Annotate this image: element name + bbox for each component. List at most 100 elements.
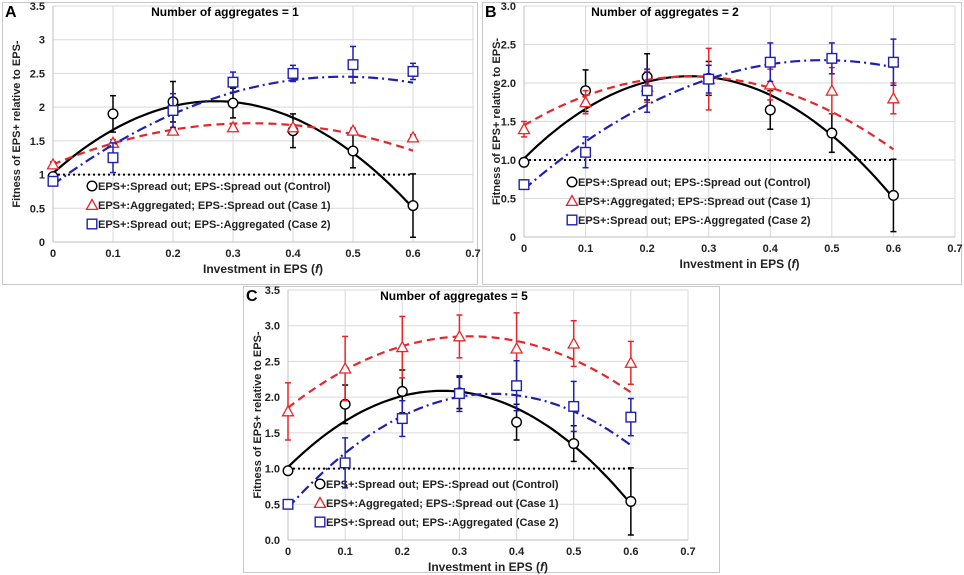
panel-c-series-triangle	[281, 312, 638, 441]
panel-c-data-point-circle	[511, 416, 523, 428]
panel-a-y-tick-label: 0	[39, 237, 45, 249]
panel-c-x-tick-label: 0.4	[509, 546, 525, 558]
panel-b-data-point-square	[764, 56, 776, 68]
panel-b-y-tick-label: 2.0	[501, 78, 516, 90]
panel-c-legend-label: EPS+:Spread out; EPS-:Aggregated (Case 2…	[326, 517, 559, 529]
panel-a-data-point-square	[287, 67, 299, 79]
panel-b-data-point-triangle	[763, 77, 777, 90]
panel-c-data-point-triangle	[281, 404, 295, 417]
panel-c-data-point-triangle	[395, 340, 409, 353]
panel-a-y-tick-label: 3	[39, 35, 45, 47]
panel-b-x-tick-label: 0.2	[639, 243, 654, 255]
panel-a-data-point-circle	[107, 108, 119, 120]
panel-b-legend-label: EPS+:Spread out; EPS-:Aggregated (Case 2…	[578, 215, 811, 227]
panel-b-data-point-circle	[826, 127, 838, 139]
panel-a-label: A	[5, 4, 17, 21]
panel-a-x-tick-label: 0.7	[465, 248, 480, 260]
panel-b-data-point-triangle	[825, 83, 839, 96]
panel-a-legend-marker-circle	[86, 180, 98, 192]
panel-b-data-point-square	[826, 52, 838, 64]
panel-a-data-point-triangle	[286, 120, 300, 133]
panel-c-data-point-triangle	[624, 356, 638, 368]
panel-b-legend: EPS+:Spread out; EPS-:Spread out (Contro…	[565, 176, 811, 227]
panel-a-y-tick-label: 3.5	[30, 1, 45, 13]
panel-a-x-tick-label: 0.2	[165, 248, 180, 260]
panel-a-data-point-square	[167, 105, 179, 117]
panel-a-data-point-square	[107, 152, 119, 164]
panel-c-data-point-square	[625, 411, 637, 423]
panel-a-border	[2, 2, 478, 285]
panel-b-y-tick-label: 0.5	[501, 194, 516, 206]
panel-c-y-tick-label: 1.5	[265, 428, 280, 440]
panel-b-data-point-square	[703, 73, 715, 85]
panel-c-data-point-square	[282, 498, 294, 510]
panel-a-x-tick-label: 0.4	[285, 248, 301, 260]
panel-c-y-tick-label: 2.0	[265, 392, 280, 404]
panel-a-legend-marker-triangle	[85, 198, 99, 211]
panel-a-data-point-square	[347, 59, 359, 71]
panel-a-data-point-square	[407, 65, 419, 77]
panel-c-x-axis-title: Investment in EPS (f)	[428, 560, 548, 574]
panel-a-data-point-circle	[347, 145, 359, 157]
panel-c-data-point-circle	[568, 438, 580, 450]
panel-a-data-point-square	[47, 175, 59, 187]
panel-b-data-point-square	[580, 146, 592, 158]
panel-b-x-tick-label: 0	[521, 243, 527, 255]
panel-a-data-point-circle	[227, 97, 239, 109]
panel-b-x-tick-label: 0.5	[824, 243, 839, 255]
panel-a-x-tick-label: 0.5	[345, 248, 360, 260]
panel-c-y-tick-label: 3.5	[265, 285, 280, 297]
panel-c-y-tick-label: 3.0	[265, 321, 280, 333]
panel-c-x-tick-label: 0.3	[452, 546, 467, 558]
panel-b-y-tick-label: 3.0	[501, 1, 516, 13]
panel-b-legend-label: EPS+:Spread out; EPS-:Spread out (Contro…	[578, 177, 811, 189]
panel-b-x-tick-label: 0.6	[886, 243, 901, 255]
panel-b-y-axis-title: Fitness of EPS+ relative to EPS-	[491, 38, 503, 206]
panel-c-data-point-circle	[625, 495, 637, 507]
panel-a-y-tick-label: 0.5	[30, 203, 45, 215]
panel-a-x-tick-label: 0.1	[105, 248, 120, 260]
panel-b-x-tick-label: 0.1	[578, 243, 593, 255]
panel-a-series-square	[47, 45, 419, 187]
panel-b-data-point-circle	[518, 156, 530, 168]
panel-a-legend-label: EPS+:Spread out; EPS-:Aggregated (Case 2…	[98, 219, 331, 231]
panel-c-data-point-triangle	[338, 361, 352, 374]
panel-a-data-point-triangle	[46, 157, 60, 170]
panel-b-y-tick-label: 0	[510, 232, 516, 244]
panel-a-legend-label: EPS+:Aggregated; EPS-:Spread out (Case 1…	[98, 200, 331, 212]
panel-b: 0 0.5 1.0 1.5 2.0 2.5 3.0 0 0.1 0.2 0.3 0.4 0.5 0.6 0.…	[482, 1, 963, 285]
panel-b-y-tick-label: 1.0	[501, 155, 516, 167]
panel-b-data-point-circle	[887, 189, 899, 201]
panel-c-x-tick-label: 0	[285, 546, 291, 558]
panel-c-series-square	[282, 359, 637, 510]
panel-b-legend-marker-circle	[566, 176, 578, 188]
panel-a-x-axis-title: Investment in EPS (f)	[203, 262, 323, 276]
panel-a-data-point-triangle	[406, 130, 420, 143]
panel-c-y-tick-label: 0.5	[265, 499, 280, 511]
panel-c-title: Number of aggregates = 5	[380, 289, 528, 303]
panel-b-data-point-triangle	[517, 122, 531, 135]
panel-a: 0 0.5 1 1.5 2 2.5 3 3.5 0 0.1 0.2 0.3 0.4 0.5 0.6 0.7 In…	[2, 1, 481, 285]
panel-b-y-tick-label: 1.5	[501, 117, 516, 129]
panel-c-data-point-square	[453, 388, 465, 400]
panel-b-data-point-triangle	[886, 91, 901, 104]
panel-b-data-point-square	[518, 179, 530, 191]
panel-c-legend-label: EPS+:Spread out; EPS-:Spread out (Contro…	[326, 479, 559, 491]
panel-a-y-tick-label: 1	[39, 170, 45, 182]
panel-c-data-point-triangle	[567, 336, 581, 349]
panel-a-data-point-square	[227, 76, 239, 88]
panel-b-x-axis-title: Investment in EPS (f)	[679, 257, 799, 271]
panel-c-x-tick-label: 0.7	[680, 546, 695, 558]
panel-b-title: Number of aggregates = 2	[591, 5, 739, 19]
panel-c-data-point-triangle	[452, 329, 467, 342]
panel-c-data-point-square	[396, 413, 408, 425]
panel-c-legend-label: EPS+:Aggregated; EPS-:Spread out (Case 1…	[326, 498, 559, 510]
panel-c-legend: EPS+:Spread out; EPS-:Spread out (Contro…	[313, 478, 559, 529]
panel-a-y-tick-label: 2	[39, 102, 45, 114]
panel-c-y-tick-label: 2.5	[265, 356, 280, 368]
panel-c-y-tick-label: 0.0	[265, 535, 280, 547]
panel-c-data-point-circle	[396, 385, 408, 397]
panel-c-data-point-square	[568, 400, 580, 412]
panel-a-legend-marker-square	[86, 218, 98, 230]
panel-c-border	[243, 286, 720, 573]
